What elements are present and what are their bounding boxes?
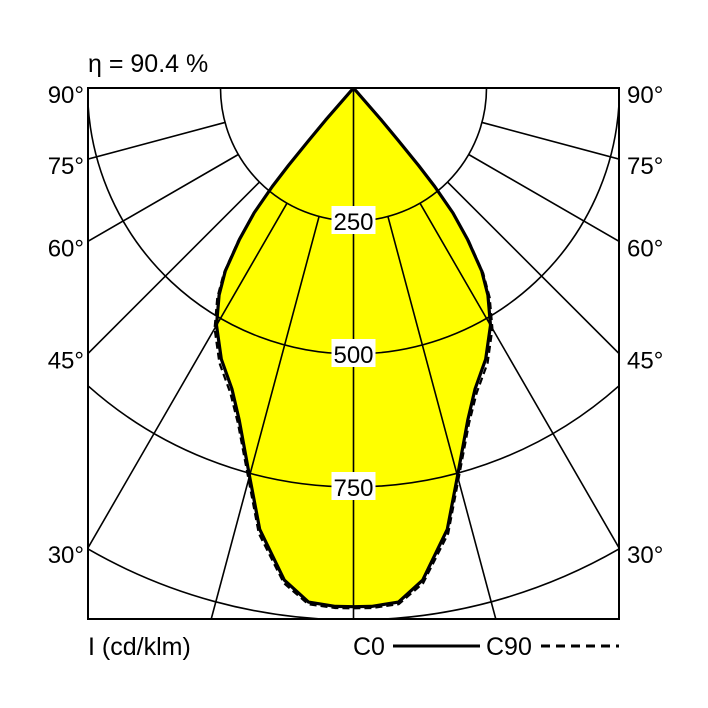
radial-line-30-right <box>419 202 619 549</box>
radial-line-45-right <box>446 181 619 355</box>
radial-line-15-left <box>210 216 320 619</box>
radial-label-bg <box>331 206 376 234</box>
angle-label-60-right: 60° <box>627 235 663 262</box>
radial-label-500: 500 <box>333 342 373 369</box>
chart-title: η = 90.4 % <box>88 50 208 78</box>
angle-label-60-left: 60° <box>48 235 84 262</box>
angle-label-75-right: 75° <box>627 153 663 180</box>
radial-line-75-left <box>88 121 226 160</box>
legend-c90-label: C90 <box>486 633 532 661</box>
radial-circle-1000 <box>88 548 619 619</box>
radial-label-250: 250 <box>333 209 373 236</box>
unit-label: I (cd/klm) <box>88 633 191 661</box>
legend: C0 C90 <box>353 633 619 661</box>
angle-label-45-right: 45° <box>627 348 663 375</box>
radial-label-bg <box>331 339 376 367</box>
radial-line-75-right <box>481 121 619 160</box>
angle-label-30-left: 30° <box>48 542 84 569</box>
radial-line-15-right <box>387 216 497 619</box>
angle-label-75-left: 75° <box>48 153 84 180</box>
legend-c0-label: C0 <box>353 633 385 661</box>
angle-label-90-right: 90° <box>627 82 663 109</box>
radial-line-60-left <box>88 153 239 242</box>
radial-line-30-left <box>88 202 288 549</box>
curve-c90 <box>213 88 494 610</box>
radial-line-60-right <box>468 153 619 242</box>
angle-label-45-left: 45° <box>48 348 84 375</box>
radial-label-750: 750 <box>333 475 373 502</box>
plot-frame <box>87 87 620 620</box>
radial-line-45-left <box>88 181 261 355</box>
angle-label-90-left: 90° <box>48 82 84 109</box>
radial-label-bg <box>331 472 376 500</box>
angle-label-30-right: 30° <box>627 542 663 569</box>
